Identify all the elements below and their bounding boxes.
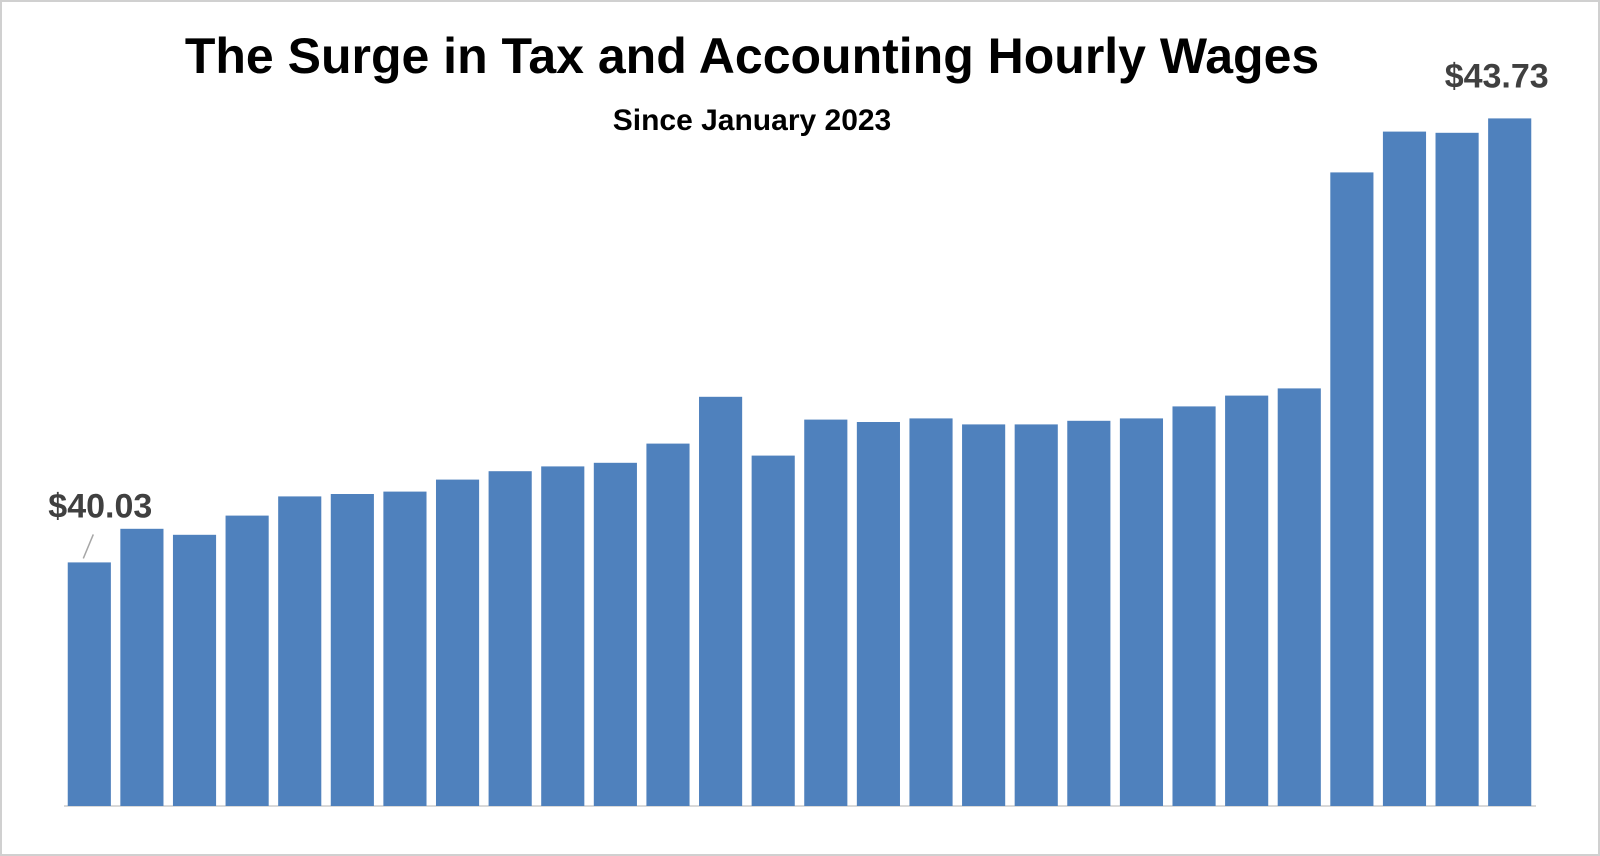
bar — [1225, 395, 1269, 806]
bar — [541, 466, 585, 806]
bar — [488, 471, 532, 806]
data-label: $43.73 — [1445, 57, 1549, 95]
chart-title: The Surge in Tax and Accounting Hourly W… — [185, 28, 1319, 84]
bar — [909, 418, 953, 806]
bar — [120, 528, 164, 806]
bar — [1488, 118, 1532, 806]
bar — [856, 422, 900, 806]
data-label: $40.03 — [48, 487, 152, 525]
bar — [435, 479, 480, 806]
bar — [1172, 406, 1216, 806]
bar — [1382, 131, 1427, 807]
bar — [1330, 172, 1374, 806]
bar — [699, 396, 743, 806]
bar — [962, 424, 1006, 806]
bar — [804, 419, 848, 806]
bar — [593, 462, 637, 806]
chart-subtitle: Since January 2023 — [613, 104, 892, 137]
bar — [751, 455, 795, 806]
bar — [1277, 388, 1321, 806]
bar — [646, 443, 690, 806]
bar — [1119, 418, 1164, 806]
bar — [383, 491, 427, 806]
bar — [67, 562, 111, 806]
bar — [330, 494, 374, 806]
bar — [278, 496, 322, 806]
bar — [225, 515, 269, 806]
bar — [1435, 132, 1479, 807]
leader-line — [82, 534, 94, 559]
bar — [1014, 424, 1058, 806]
bar — [1067, 420, 1111, 806]
bar — [172, 534, 217, 806]
